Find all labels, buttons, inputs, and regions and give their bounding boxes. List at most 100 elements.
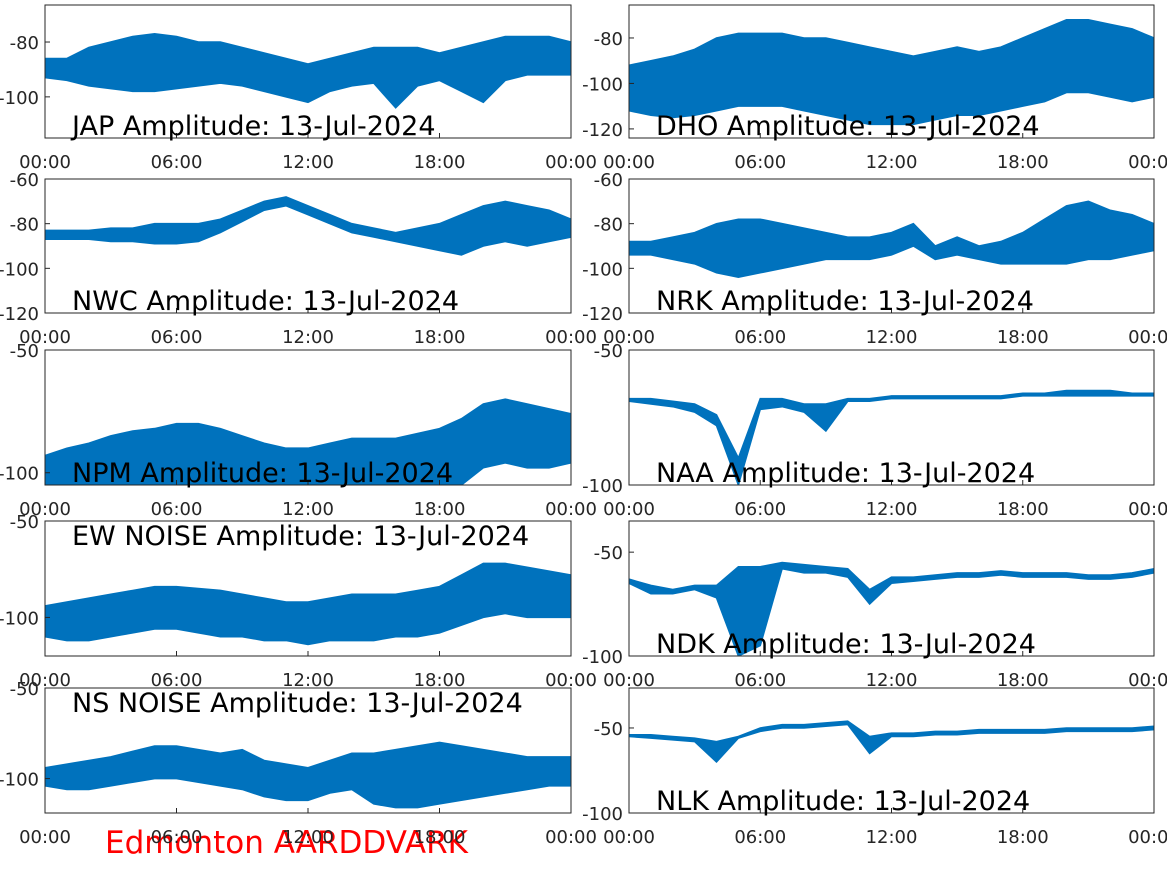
y-tick-label: -100 [0,259,39,280]
x-tick-label: 12:00 [282,670,334,691]
y-tick-label: -50 [594,543,623,564]
x-tick-label: 18:00 [414,152,466,173]
x-tick-label: 00:00 [545,670,597,691]
x-tick-label: 00:00 [1128,827,1167,848]
x-tick-label: 12:00 [282,827,334,848]
x-tick-label: 00:00 [603,670,655,691]
x-tick-label: 18:00 [997,499,1049,520]
panel-title: DHO Amplitude: 13-Jul-2024 [656,111,1040,142]
plot-area [629,720,1154,764]
x-tick-label: 06:00 [151,152,203,173]
x-tick-label: 00:00 [603,327,655,348]
x-tick-label: 00:00 [603,499,655,520]
x-tick-label: 18:00 [997,670,1049,691]
x-tick-label: 06:00 [151,827,203,848]
y-tick-label: -100 [582,74,623,95]
x-tick-label: 00:00 [545,499,597,520]
signal-envelope [45,398,571,485]
x-tick-label: 12:00 [282,327,334,348]
y-tick-label: -80 [594,29,623,50]
x-tick-label: 00:00 [603,827,655,848]
x-tick-label: 12:00 [866,670,918,691]
x-tick-label: 06:00 [734,670,786,691]
x-tick-label: 06:00 [151,499,203,520]
signal-envelope [45,33,571,109]
x-tick-label: 00:00 [545,327,597,348]
y-tick-label: -80 [10,33,39,54]
y-tick-label: -120 [0,304,39,325]
y-tick-label: -100 [582,476,623,497]
signal-envelope [629,720,1154,764]
panel-title: EW NOISE Amplitude: 13-Jul-2024 [72,521,529,552]
plot-area [45,562,571,646]
x-tick-label: 18:00 [997,152,1049,173]
y-tick-label: -80 [10,215,39,236]
plot-area [45,398,571,485]
x-tick-label: 00:00 [19,152,71,173]
signal-envelope [629,561,1154,656]
panel-title: NAA Amplitude: 13-Jul-2024 [656,458,1035,489]
x-tick-label: 18:00 [414,327,466,348]
plot-area [45,196,571,256]
x-tick-label: 06:00 [151,327,203,348]
y-tick-label: -100 [0,770,39,791]
x-tick-label: 06:00 [734,499,786,520]
plot-area [629,389,1154,485]
panel-title: NRK Amplitude: 13-Jul-2024 [656,286,1034,317]
panel-title: NPM Amplitude: 13-Jul-2024 [72,458,453,489]
x-tick-label: 18:00 [997,827,1049,848]
x-tick-label: 12:00 [866,499,918,520]
y-tick-label: -100 [0,88,39,109]
y-tick-label: -100 [582,259,623,280]
x-tick-label: 00:00 [603,152,655,173]
x-tick-label: 12:00 [866,327,918,348]
x-tick-label: 00:00 [1128,499,1167,520]
x-tick-label: 06:00 [151,670,203,691]
y-tick-label: -50 [594,341,623,362]
x-tick-label: 00:00 [19,327,71,348]
panel-title: NLK Amplitude: 13-Jul-2024 [656,786,1030,817]
y-tick-label: -60 [594,170,623,191]
x-tick-label: 06:00 [734,327,786,348]
panel-title: NS NOISE Amplitude: 13-Jul-2024 [72,688,523,719]
x-tick-label: 00:00 [1128,327,1167,348]
x-tick-label: 18:00 [414,670,466,691]
x-tick-label: 12:00 [866,827,918,848]
footer-text: Edmonton AARDDVARK [105,825,469,861]
y-tick-label: -120 [582,304,623,325]
y-tick-label: -50 [10,679,39,700]
plot-area [629,19,1154,126]
x-tick-label: 00:00 [19,499,71,520]
x-tick-label: 00:00 [1128,670,1167,691]
plot-area [629,200,1154,279]
y-tick-label: -100 [582,647,623,668]
x-tick-label: 00:00 [545,827,597,848]
x-tick-label: 00:00 [19,827,71,848]
panel-title: JAP Amplitude: 13-Jul-2024 [70,111,436,142]
y-tick-label: -100 [0,464,39,485]
x-tick-label: 00:00 [545,152,597,173]
y-tick-label: -100 [582,804,623,825]
x-tick-label: 18:00 [414,499,466,520]
plot-area [45,33,571,109]
signal-envelope [629,200,1154,279]
panel-title: NWC Amplitude: 13-Jul-2024 [72,286,459,317]
y-tick-label: -50 [10,341,39,362]
y-tick-label: -60 [10,170,39,191]
plot-area [45,741,571,809]
x-tick-label: 12:00 [282,499,334,520]
y-tick-label: -120 [582,120,623,141]
y-tick-label: -50 [594,719,623,740]
y-tick-label: -80 [594,215,623,236]
signal-envelope [45,562,571,646]
signal-envelope [45,196,571,256]
y-tick-label: -100 [0,608,39,629]
x-tick-label: 12:00 [866,152,918,173]
x-tick-label: 18:00 [414,827,466,848]
x-tick-label: 18:00 [997,327,1049,348]
x-tick-label: 00:00 [19,670,71,691]
x-tick-label: 06:00 [734,152,786,173]
y-tick-label: -50 [10,512,39,533]
panel-title: NDK Amplitude: 13-Jul-2024 [656,629,1036,660]
